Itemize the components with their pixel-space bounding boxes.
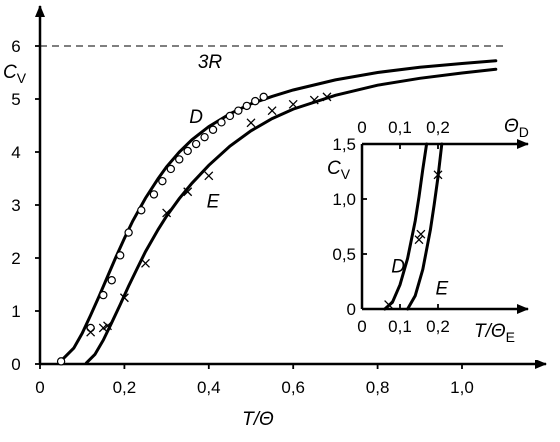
- inset-y-tick-label: 1,5: [332, 135, 356, 154]
- inset-y-axis-label: CV: [327, 158, 351, 182]
- inset-x-tick-label: 0: [357, 317, 366, 336]
- circle-data-point: [137, 206, 146, 215]
- cross-data-point: [98, 323, 108, 333]
- inset-top-x-axis-label: ΘD: [504, 116, 529, 140]
- curve-label-e: E: [207, 192, 220, 213]
- y-axis-label-main: C: [3, 62, 17, 83]
- main-curve-d: [59, 59, 498, 363]
- circle-data-point: [166, 164, 176, 174]
- x-tick-label: 0,6: [281, 378, 305, 397]
- x-tick-label: 0,8: [366, 378, 390, 397]
- circle-data-point: [191, 139, 201, 149]
- inset-curve-e: [406, 142, 444, 311]
- circle-data-point: [56, 357, 66, 366]
- circle-data-point: [115, 251, 125, 260]
- circle-data-point: [200, 132, 209, 142]
- inset-y-axis-label-main: C: [327, 158, 341, 179]
- curve-label-d: D: [189, 107, 203, 128]
- inset-y-axis-label-sub: V: [341, 166, 351, 182]
- cross-data-point: [288, 99, 298, 109]
- inset-curve-d: [383, 142, 429, 311]
- cross-data-point: [322, 92, 332, 102]
- y-tick-label: 0: [11, 355, 20, 374]
- inset-curve-label-e: E: [435, 279, 448, 300]
- inset-y-tick-label: 0: [347, 300, 356, 319]
- circle-data-point: [99, 290, 108, 300]
- circle-data-point: [259, 92, 268, 102]
- circle-data-point: [242, 101, 251, 111]
- y-tick-label: 4: [11, 143, 20, 162]
- x-tick-label: 0: [35, 378, 44, 397]
- circle-data-point: [234, 106, 243, 115]
- cross-data-point: [86, 327, 96, 337]
- inset-top-x-tick-label: 0,1: [388, 118, 412, 137]
- inset-background: [320, 112, 558, 360]
- cross-data-point: [204, 171, 214, 181]
- main-curve-e: [84, 67, 498, 365]
- inset-cross-data-point: [433, 170, 443, 180]
- x-axis-label-main: T/Θ: [242, 409, 274, 430]
- circle-data-point: [225, 111, 235, 121]
- x-tick-label: 0,4: [197, 378, 221, 397]
- cross-data-point: [183, 187, 193, 197]
- y-tick-label: 2: [11, 249, 20, 268]
- cross-data-point: [119, 293, 129, 303]
- inset-x-tick-label: 0,1: [388, 317, 412, 336]
- inset-x-axis-label-main: T/Θ: [474, 321, 506, 342]
- inset-y-tick-label: 0,5: [332, 245, 356, 264]
- y-axis-label: CV: [3, 62, 27, 86]
- y-tick-label: 5: [11, 90, 20, 109]
- inset-y-tick-label: 1,0: [332, 190, 356, 209]
- cross-data-point: [246, 118, 256, 128]
- inset-top-x-axis-label-sub: D: [519, 124, 529, 140]
- cross-data-point: [267, 106, 277, 116]
- x-tick-label: 1,0: [450, 378, 474, 397]
- inset-x-axis-label: T/ΘE: [474, 321, 515, 345]
- inset-x-axis-label-sub: E: [506, 329, 515, 345]
- y-axis-label-sub: V: [17, 70, 27, 86]
- circle-data-point: [208, 125, 218, 134]
- circle-data-point: [175, 155, 184, 164]
- y-tick-label: 6: [11, 37, 20, 56]
- inset-x-tick-label: 0,2: [426, 317, 450, 336]
- cross-data-point: [141, 258, 150, 268]
- circle-data-point: [251, 96, 260, 106]
- y-tick-label: 3: [11, 196, 20, 215]
- inset-cross-data-point: [384, 300, 394, 310]
- circle-data-point: [124, 228, 133, 237]
- cross-data-point: [309, 95, 319, 105]
- x-axis-label: T/Θ: [242, 409, 274, 430]
- circle-data-point: [107, 276, 116, 285]
- cross-data-point: [162, 208, 172, 218]
- y-tick-label: 1: [11, 302, 20, 321]
- reference-label: 3R: [198, 52, 223, 73]
- inset-top-x-tick-label: 0: [357, 118, 366, 137]
- circle-data-point: [183, 146, 192, 156]
- circle-data-point: [158, 176, 167, 186]
- x-tick-label: 0,2: [113, 378, 137, 397]
- inset-curve-label-d: D: [391, 257, 405, 278]
- inset-top-x-axis-label-main: Θ: [504, 116, 519, 137]
- circle-data-point: [217, 118, 226, 127]
- inset-cross-data-point: [416, 229, 426, 239]
- circle-data-point: [149, 190, 159, 199]
- inset-top-x-tick-label: 0,2: [426, 118, 450, 137]
- cross-data-point: [103, 321, 112, 331]
- inset-cross-data-point: [414, 235, 424, 245]
